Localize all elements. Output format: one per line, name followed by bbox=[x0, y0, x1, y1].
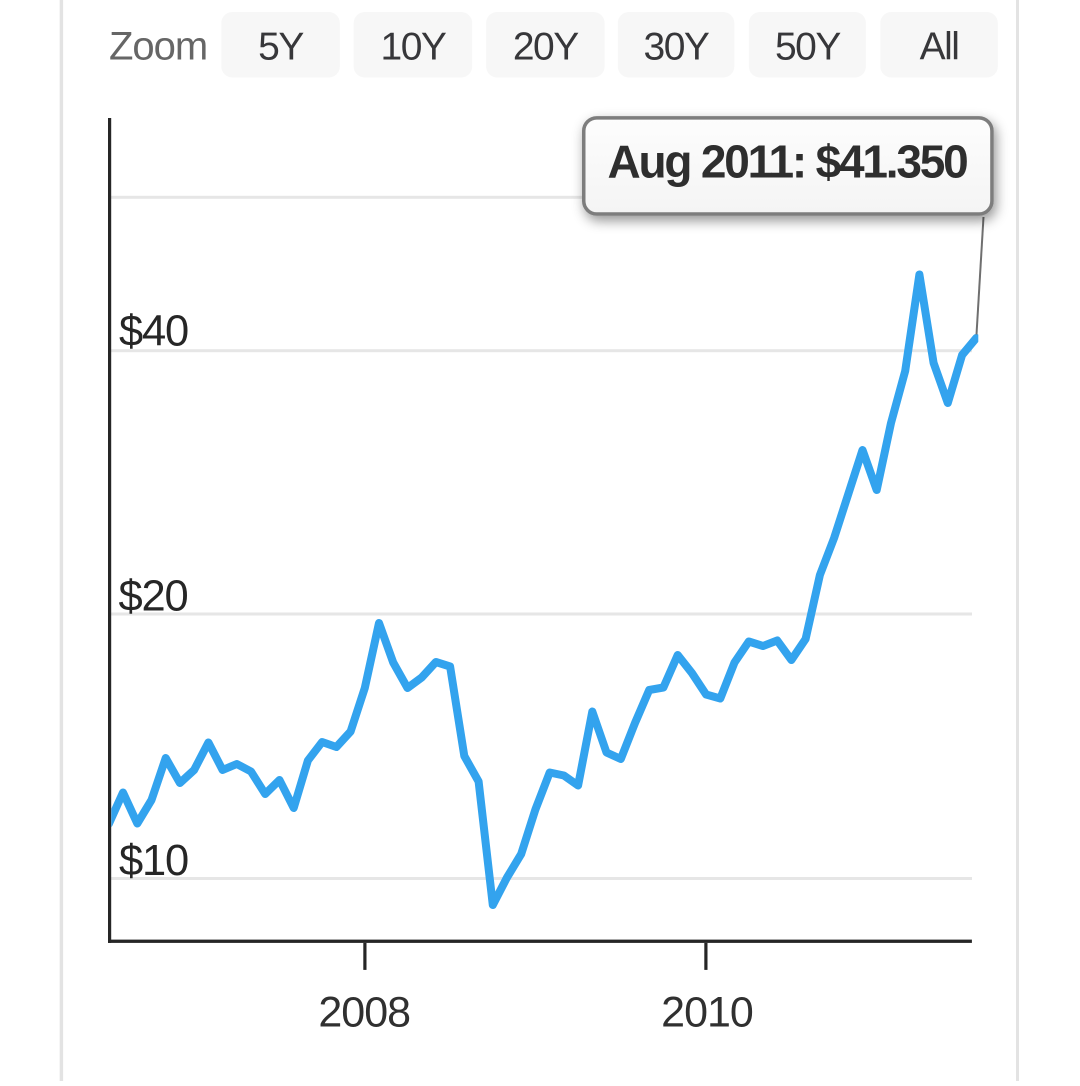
svg-text:Zoom: Zoom bbox=[109, 24, 207, 68]
svg-text:Aug 2011: $41.350: Aug 2011: $41.350 bbox=[608, 135, 968, 187]
svg-text:10Y: 10Y bbox=[381, 26, 447, 69]
svg-text:$10: $10 bbox=[119, 837, 188, 885]
svg-text:$20: $20 bbox=[119, 572, 188, 620]
svg-text:All: All bbox=[920, 26, 959, 69]
svg-text:$40: $40 bbox=[119, 308, 188, 356]
svg-text:2008: 2008 bbox=[318, 989, 410, 1037]
svg-text:50Y: 50Y bbox=[775, 26, 841, 69]
svg-text:30Y: 30Y bbox=[644, 26, 710, 69]
svg-text:2010: 2010 bbox=[661, 989, 753, 1037]
svg-text:5Y: 5Y bbox=[258, 26, 304, 69]
svg-text:20Y: 20Y bbox=[513, 26, 579, 69]
